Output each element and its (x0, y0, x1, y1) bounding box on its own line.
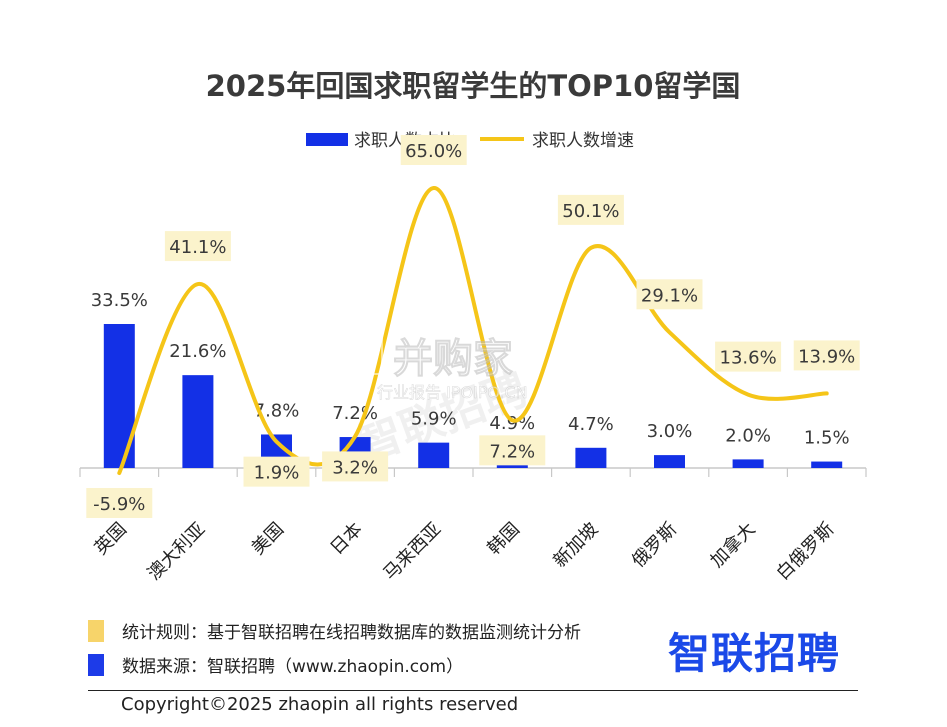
growth-label-box (164, 231, 231, 262)
growth-value-label: 1.9% (254, 463, 300, 484)
note-source: 数据来源：智联招聘（www.zhaopin.com） (88, 652, 463, 677)
footer-divider (88, 690, 858, 691)
bar-value-label: 4.9% (489, 413, 535, 434)
category-label: 日本 (326, 519, 366, 559)
category-label: 英国 (91, 519, 131, 559)
growth-label-box (243, 456, 310, 487)
bar-value-label: 4.7% (568, 414, 614, 435)
watermark-main: 并购家 (393, 336, 513, 382)
growth-label-box (793, 340, 860, 371)
growth-value-label: 50.1% (562, 201, 619, 222)
bar (811, 461, 843, 468)
watermark-sub: 行业报告 IPOIPO.CN (377, 383, 528, 402)
category-label: 新加坡 (549, 519, 602, 572)
bar (732, 459, 764, 468)
bar-value-label: 7.2% (332, 403, 378, 424)
growth-label-box (636, 279, 703, 310)
growth-value-label: -5.9% (93, 494, 145, 515)
bar (575, 447, 607, 468)
note-rule: 统计规则：基于智联招聘在线招聘数据库的数据监测统计分析 (88, 618, 581, 643)
bar-value-label: 33.5% (91, 290, 148, 311)
bar (654, 455, 685, 468)
note-source-square-icon (88, 653, 104, 676)
bar-value-label: 7.8% (254, 400, 300, 421)
category-label: 白俄罗斯 (772, 519, 838, 585)
growth-value-label: 13.9% (798, 346, 855, 367)
copyright: Copyright©2025 zhaopin all rights reserv… (121, 694, 519, 715)
growth-label-box (86, 488, 153, 518)
growth-label-box (479, 435, 546, 466)
category-label: 美国 (248, 519, 288, 559)
note-source-text: 数据来源：智联招聘（www.zhaopin.com） (122, 657, 464, 677)
growth-label-box (322, 451, 389, 482)
growth-value-label: 41.1% (169, 237, 226, 258)
growth-label-box (557, 194, 624, 225)
category-label: 韩国 (484, 519, 524, 559)
watermark-center: 并购家 行业报告 IPOIPO.CN (369, 329, 528, 402)
category-label: 俄罗斯 (628, 519, 681, 572)
growth-value-label: 29.1% (641, 285, 698, 306)
growth-value-label: 13.6% (720, 348, 777, 369)
bar-value-label: 2.0% (725, 425, 771, 446)
category-label: 加拿大 (706, 518, 760, 572)
growth-label-box (715, 341, 782, 372)
note-rule-square-icon (88, 619, 104, 642)
growth-value-label: 65.0% (405, 141, 462, 162)
legend-line-label: 求职人数增速 (532, 131, 634, 151)
brand-logo: 智联招聘 (668, 629, 841, 678)
growth-series-line (117, 186, 829, 475)
category-label: 澳大利亚 (144, 519, 210, 585)
category-label: 马来西亚 (379, 519, 445, 585)
note-rule-text: 统计规则：基于智联招聘在线招聘数据库的数据监测统计分析 (122, 623, 581, 643)
watermark-logo-icon (369, 329, 383, 375)
bar (182, 375, 214, 468)
bar-value-label: 3.0% (647, 421, 693, 442)
growth-label-box (400, 135, 467, 165)
legend-bar-swatch (306, 133, 348, 146)
growth-value-label: 7.2% (489, 441, 535, 462)
bar-value-label: 21.6% (169, 341, 226, 362)
bar-value-label: 5.9% (411, 409, 457, 430)
legend: 求职人数占比 求职人数增速 (306, 131, 634, 151)
bar (418, 442, 450, 468)
chart-title: 2025年回国求职留学生的TOP10留学国 (206, 69, 741, 103)
bar-value-label: 1.5% (804, 428, 850, 449)
growth-value-label: 3.2% (332, 457, 378, 478)
